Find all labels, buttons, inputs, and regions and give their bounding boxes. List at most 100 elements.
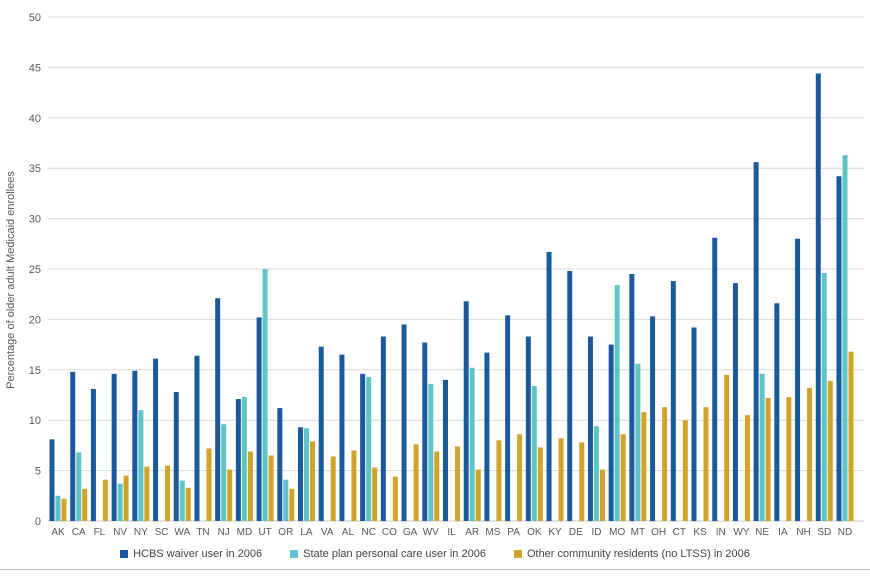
x-tick-label-WV: WV (423, 527, 439, 538)
bar-GA-series0 (401, 324, 407, 521)
bar-NE-series2 (765, 398, 771, 521)
bar-UT-series2 (268, 455, 274, 521)
x-tick-label-SC: SC (155, 527, 169, 538)
bar-OK-series1 (531, 385, 537, 521)
bar-MO-series2 (620, 434, 626, 521)
bar-CT-series2 (682, 420, 688, 521)
x-tick-label-WY: WY (733, 527, 749, 538)
y-tick-label-45: 45 (29, 62, 41, 74)
bar-MO-series1 (614, 285, 620, 521)
bar-WA-series1 (179, 480, 185, 521)
bar-LA-series0 (298, 427, 304, 521)
legend-label-other-community: Other community residents (no LTSS) in 2… (526, 548, 750, 560)
y-tick-label-5: 5 (35, 466, 41, 478)
x-tick-label-OH: OH (651, 527, 666, 538)
bar-SC-series0 (153, 358, 159, 521)
bar-ND-series1 (842, 155, 848, 521)
x-tick-label-CO: CO (382, 527, 397, 538)
bar-ID-series1 (593, 426, 599, 521)
legend-item-other-community: Other community residents (no LTSS) in 2… (513, 548, 750, 560)
bar-MT-series1 (635, 363, 641, 521)
legend-swatch-hcbs-waiver-icon (120, 550, 129, 558)
bar-KS-series0 (691, 327, 697, 521)
bar-NY-series0 (132, 370, 138, 521)
bar-AL-series0 (339, 354, 345, 521)
bar-SD-series0 (815, 73, 821, 521)
bar-UT-series1 (262, 269, 268, 521)
bar-TN-series0 (194, 355, 200, 521)
bar-CA-series0 (70, 371, 76, 521)
bar-OK-series0 (525, 336, 531, 521)
x-tick-label-MS: MS (485, 527, 500, 538)
x-tick-label-PA: PA (507, 527, 520, 538)
x-tick-label-OK: OK (527, 527, 542, 538)
x-tick-label-AL: AL (342, 527, 355, 538)
x-tick-label-TN: TN (196, 527, 209, 538)
bar-AL-series2 (351, 450, 357, 521)
bar-OH-series0 (650, 316, 656, 521)
bar-SD-series1 (821, 273, 827, 521)
x-tick-label-KY: KY (548, 527, 562, 538)
bar-OR-series1 (283, 479, 289, 521)
bar-AR-series1 (469, 367, 475, 521)
bar-MD-series0 (235, 399, 241, 521)
bar-NJ-series1 (221, 424, 227, 521)
bar-NH-series0 (795, 238, 801, 521)
bar-NC-series1 (366, 376, 372, 521)
x-tick-label-IN: IN (716, 527, 726, 538)
plot-area: 0 5 10 15 20 25 30 35 40 45 50 Percentage of older … (5, 12, 864, 538)
bar-CA-series1 (76, 452, 82, 521)
bar-IL-series2 (454, 446, 460, 521)
x-tick-label-IA: IA (778, 527, 788, 538)
bar-WY-series2 (744, 415, 750, 521)
y-tick-label-15: 15 (29, 365, 41, 377)
bar-OH-series2 (662, 407, 668, 521)
x-tick-label-IL: IL (447, 527, 456, 538)
x-tick-label-ND: ND (838, 527, 852, 538)
bar-FL-series0 (90, 388, 96, 521)
bar-ND-series2 (848, 351, 854, 521)
bar-NY-series1 (138, 410, 144, 521)
bar-DE-series2 (579, 442, 585, 521)
bar-AK-series0 (49, 439, 55, 521)
bar-IN-series0 (712, 237, 718, 521)
bar-MO-series0 (608, 344, 614, 521)
x-tick-label-NC: NC (361, 527, 375, 538)
bar-KY-series0 (546, 251, 552, 522)
x-tick-label-WA: WA (174, 527, 190, 538)
bar-KY-series2 (558, 438, 564, 521)
x-tick-label-LA: LA (300, 527, 313, 538)
bar-MD-series2 (247, 451, 253, 521)
bar-MT-series2 (641, 412, 647, 521)
x-tick-label-MT: MT (631, 527, 645, 538)
x-tick-label-NH: NH (796, 527, 810, 538)
y-axis-title: Percentage of older adult Medicaid enrol… (5, 171, 17, 389)
x-tick-label-CT: CT (673, 527, 686, 538)
x-tick-label-OR: OR (278, 527, 293, 538)
bar-GA-series2 (413, 444, 419, 521)
bar-IN-series2 (724, 374, 730, 521)
x-tick-label-MO: MO (609, 527, 625, 538)
legend-item-personal-care: State plan personal care user in 2006 (290, 548, 486, 560)
bar-VA-series2 (330, 456, 336, 521)
bar-MD-series1 (241, 397, 247, 521)
y-tick-label-30: 30 (29, 214, 41, 226)
bottom-divider (0, 569, 870, 570)
bar-FL-series2 (102, 479, 108, 521)
bar-NE-series0 (753, 162, 759, 521)
bar-NV-series1 (117, 483, 123, 521)
x-tick-label-UT: UT (258, 527, 271, 538)
legend-swatch-other-community-icon (513, 550, 522, 558)
bar-WA-series2 (185, 487, 191, 521)
bar-AR-series0 (463, 301, 469, 521)
legend: HCBS waiver user in 2006 State plan pers… (0, 548, 870, 560)
bar-SD-series2 (827, 380, 833, 521)
bar-DE-series0 (567, 271, 573, 521)
x-tick-label-NV: NV (113, 527, 127, 538)
bar-KS-series2 (703, 407, 709, 521)
bar-NV-series0 (111, 373, 117, 521)
x-tick-label-CA: CA (72, 527, 86, 538)
bar-NV-series2 (123, 475, 129, 521)
bar-PA-series2 (517, 434, 523, 521)
x-tick-label-VA: VA (321, 527, 334, 538)
